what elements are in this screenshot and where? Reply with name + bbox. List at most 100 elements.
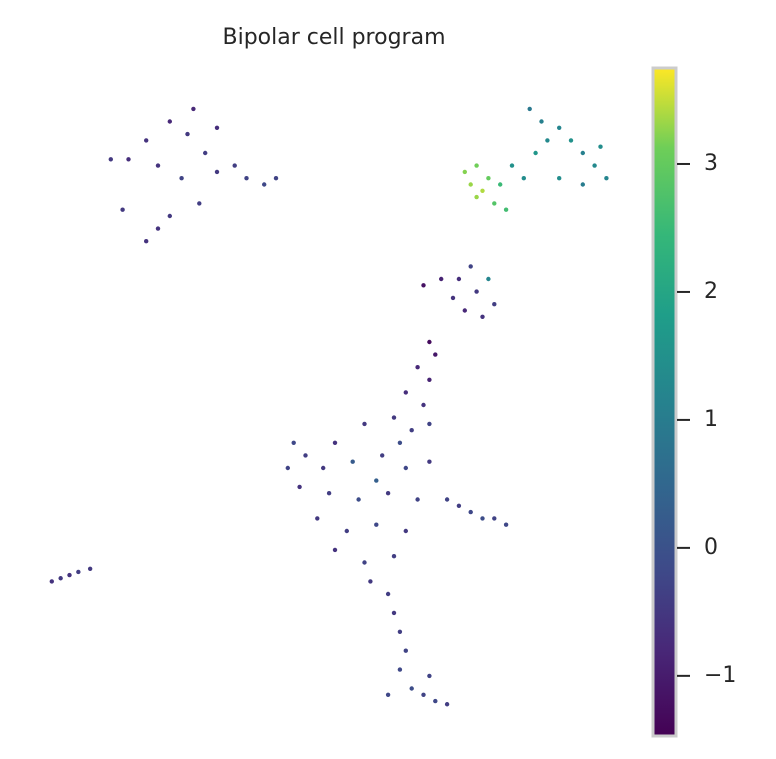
point — [391, 610, 397, 616]
point — [108, 157, 114, 162]
point — [155, 226, 161, 231]
point — [120, 207, 125, 212]
point — [76, 569, 81, 575]
point — [498, 182, 503, 187]
point — [433, 698, 438, 704]
point — [409, 686, 414, 691]
point — [474, 163, 479, 168]
point — [332, 440, 338, 445]
point — [403, 528, 408, 534]
point — [433, 352, 438, 357]
point — [49, 579, 54, 584]
point — [291, 440, 296, 445]
point — [167, 119, 172, 124]
point — [214, 125, 220, 130]
point — [439, 276, 444, 282]
point — [468, 509, 473, 515]
colorbar-tick-label: 2 — [704, 279, 718, 304]
point — [397, 440, 403, 445]
point — [191, 106, 196, 112]
point — [403, 465, 408, 471]
point — [214, 169, 220, 175]
point — [87, 566, 93, 571]
point — [503, 522, 509, 527]
point — [326, 491, 332, 496]
point — [421, 692, 426, 697]
point — [368, 579, 373, 584]
point — [492, 302, 497, 307]
point — [427, 459, 432, 464]
points — [49, 106, 609, 707]
point — [474, 194, 479, 200]
point — [604, 176, 609, 181]
point — [427, 673, 432, 679]
colorbar-tick-label: −1 — [704, 663, 736, 688]
point — [557, 125, 562, 130]
point — [155, 163, 161, 168]
point — [444, 702, 450, 707]
point — [539, 119, 544, 124]
point — [397, 667, 403, 672]
point — [297, 484, 302, 490]
point — [468, 182, 473, 187]
point — [527, 106, 532, 112]
point — [385, 591, 391, 597]
point — [450, 295, 456, 301]
point — [356, 497, 361, 502]
point — [415, 497, 420, 502]
point — [462, 169, 467, 175]
point — [362, 421, 367, 427]
point — [374, 478, 379, 483]
point — [285, 465, 290, 471]
point — [126, 157, 131, 162]
point — [592, 163, 597, 168]
point — [427, 377, 432, 382]
point — [421, 283, 426, 288]
point — [503, 207, 509, 212]
point — [409, 428, 414, 433]
point — [197, 201, 202, 206]
point — [557, 176, 562, 181]
point — [568, 138, 574, 143]
point — [533, 150, 538, 156]
point — [397, 629, 403, 634]
point — [421, 402, 426, 408]
point — [391, 415, 397, 420]
point — [315, 516, 320, 521]
point — [492, 201, 497, 206]
point — [456, 503, 462, 508]
point — [262, 182, 267, 187]
point — [427, 339, 432, 345]
colorbar-tick-label: 0 — [704, 535, 718, 560]
point — [144, 138, 149, 143]
colorbar-tick-label: 3 — [704, 151, 718, 176]
point — [179, 176, 184, 181]
point — [480, 516, 485, 521]
point — [362, 560, 367, 565]
point — [456, 276, 462, 282]
point — [444, 497, 450, 502]
point — [492, 516, 497, 521]
point — [415, 365, 420, 370]
point — [403, 648, 408, 653]
point — [462, 308, 467, 313]
point — [385, 491, 391, 496]
point — [486, 276, 491, 282]
point — [244, 176, 249, 181]
point — [598, 144, 603, 149]
colorbar-tick-label: 1 — [704, 407, 718, 432]
point — [580, 150, 585, 156]
point — [321, 465, 326, 471]
point — [480, 314, 485, 319]
point — [509, 163, 515, 168]
point — [232, 163, 237, 168]
point — [58, 576, 63, 581]
point — [545, 138, 550, 143]
point — [332, 547, 338, 553]
point — [344, 528, 349, 534]
point — [486, 176, 491, 181]
point — [350, 459, 355, 464]
point — [203, 150, 208, 156]
point — [380, 453, 385, 458]
